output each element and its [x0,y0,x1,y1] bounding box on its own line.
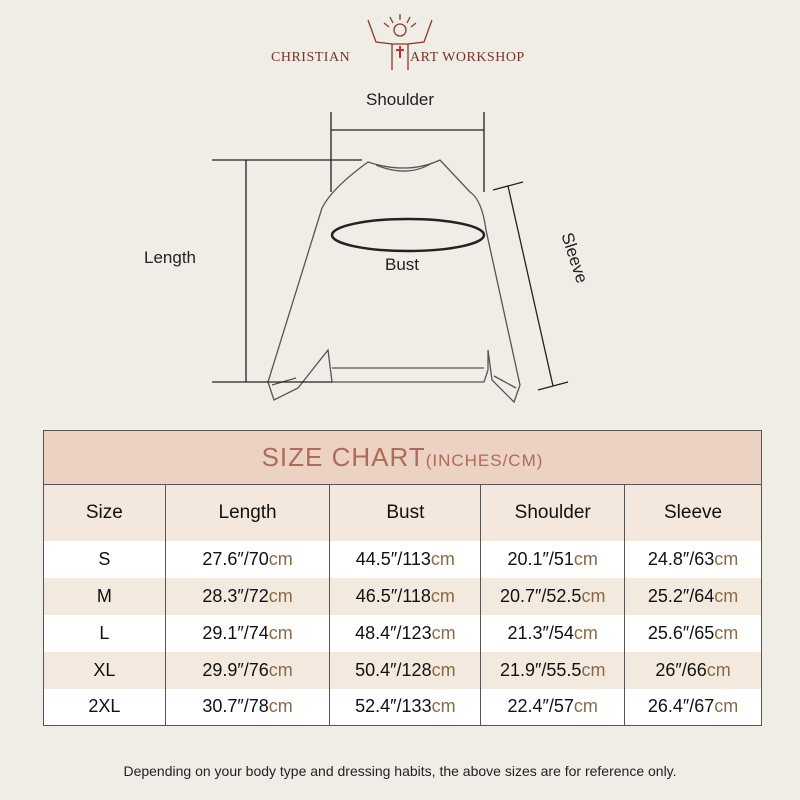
size-cell: XL [43,651,166,689]
shoulder-measure [330,112,485,192]
shoulder-label: Shoulder [366,90,435,109]
brand-logo: CHRISTIAN ART WORKSHOP [0,10,800,70]
bust-measure [330,217,486,253]
length-measure [212,159,362,383]
table-row: 2XL 30.7″/78cm 52.4″/133cm 22.4″/57cm 26.4″/… [43,688,762,726]
table-row: XL 29.9″/76cm 50.4″/128cm 21.9″/55.5cm 26″/6… [43,651,762,689]
measure-cell: 26″/66cm [624,651,762,689]
measure-cell: 50.4″/128cm [329,651,481,689]
size-cell: L [43,614,166,652]
measure-cell: 25.2″/64cm [624,577,762,615]
table-row: S 27.6″/70cm 44.5″/113cm 20.1″/51cm 24.8″/63… [43,540,762,578]
measure-cell: 21.9″/55.5cm [480,651,625,689]
size-cell: 2XL [43,688,166,726]
measure-cell: 28.3″/72cm [164,577,330,615]
measure-cell: 26.4″/67cm [624,688,762,726]
sweater-diagram [212,112,569,404]
table-title: SIZE CHART(INCHES/CM) [43,430,762,485]
sleeve-measure [492,181,569,391]
column-header: Size [43,484,166,541]
measure-cell: 24.8″/63cm [624,540,762,578]
size-chart-table: SIZE CHART(INCHES/CM) Size Length Bust Shou… [43,430,762,726]
measure-cell: 29.9″/76cm [164,651,330,689]
reference-note: Depending on your body type and dressing… [123,763,677,779]
length-label: Length [144,248,196,267]
measure-cell: 27.6″/70cm [164,540,330,578]
measure-cell: 25.6″/65cm [624,614,762,652]
table-row: M 28.3″/72cm 46.5″/118cm 20.7″/52.5cm 25.2″/… [43,577,762,615]
measure-cell: 29.1″/74cm [164,614,330,652]
column-header: Sleeve [624,484,762,541]
size-cell: S [43,540,166,578]
measure-cell: 46.5″/118cm [329,577,481,615]
measure-cell: 30.7″/78cm [164,688,330,726]
measure-cell: 22.4″/57cm [480,688,625,726]
measure-cell: 20.7″/52.5cm [480,577,625,615]
size-cell: M [43,577,166,615]
brand-left: CHRISTIAN [271,50,351,65]
table-row: L 29.1″/74cm 48.4″/123cm 21.3″/54cm 25.6″/65… [43,614,762,652]
measure-cell: 20.1″/51cm [480,540,625,578]
measure-cell: 52.4″/133cm [329,688,481,726]
column-header: Length [164,484,330,541]
brand-right: ART WORKSHOP [410,50,525,65]
bust-label: Bust [385,255,420,274]
measure-cell: 21.3″/54cm [480,614,625,652]
jesus-figure-icon [367,14,433,70]
column-header: Bust [329,484,481,541]
column-header: Shoulder [480,484,625,541]
measure-cell: 48.4″/123cm [329,614,481,652]
measure-cell: 44.5″/113cm [329,540,481,578]
